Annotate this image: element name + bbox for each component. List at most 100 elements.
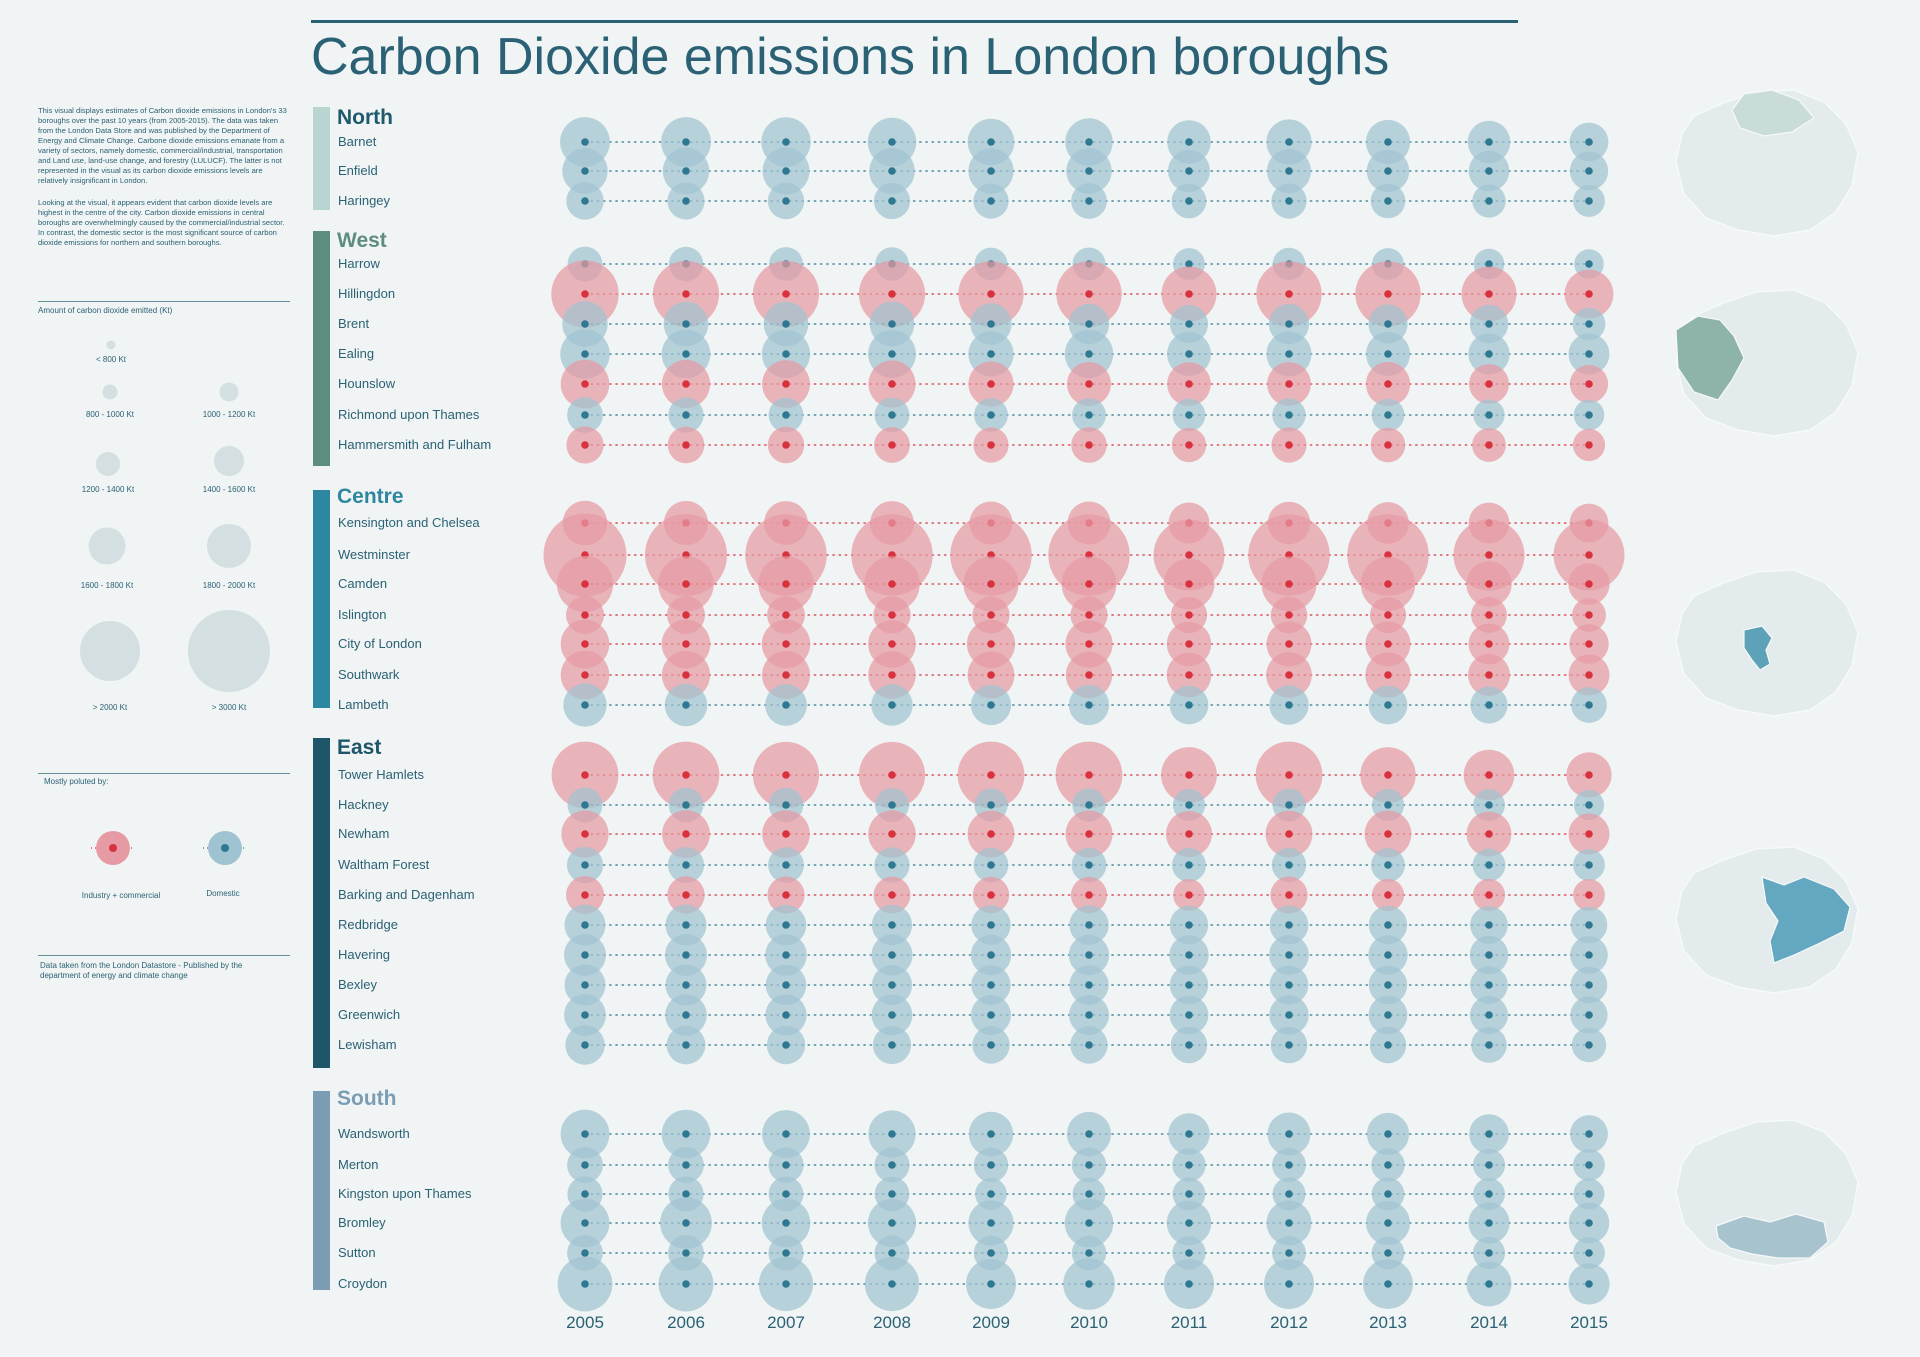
region-highlight-shape: [1761, 876, 1851, 964]
emission-dot: [682, 1161, 690, 1169]
emission-dot: [987, 1011, 995, 1019]
emission-dot: [1185, 138, 1193, 146]
emission-dot: [1485, 671, 1493, 679]
london-outline-shape: [1675, 89, 1859, 237]
borough-label: Newham: [338, 826, 390, 841]
emission-dot: [1285, 671, 1293, 679]
emission-dot: [1585, 380, 1593, 388]
emission-dot: [782, 640, 790, 648]
emission-dot: [1384, 771, 1392, 779]
emission-dot: [888, 701, 896, 709]
emission-dot: [581, 1249, 589, 1257]
emission-dot: [1485, 981, 1493, 989]
emission-dot: [987, 138, 995, 146]
emission-dot: [888, 580, 896, 588]
legend-dot: [221, 844, 229, 852]
emission-dot: [1185, 1190, 1193, 1198]
emission-dot: [1285, 290, 1293, 298]
emission-dot: [581, 441, 589, 449]
size-legend-label: 1800 - 2000 Kt: [203, 581, 256, 590]
emission-dot: [1585, 830, 1593, 838]
emission-dot: [1085, 951, 1093, 959]
emission-dot: [1185, 441, 1193, 449]
emission-dot: [682, 951, 690, 959]
emission-dot: [1384, 167, 1392, 175]
emission-dot: [1085, 290, 1093, 298]
emission-dot: [782, 671, 790, 679]
emission-dot: [1384, 1249, 1392, 1257]
size-legend-circle: [80, 621, 140, 681]
emission-dot: [1285, 611, 1293, 619]
emission-dot: [1485, 260, 1493, 268]
emission-dot: [1085, 921, 1093, 929]
emission-dot: [581, 1190, 589, 1198]
emission-dot: [888, 771, 896, 779]
emission-dot: [1185, 1011, 1193, 1019]
emission-dot: [1185, 551, 1193, 559]
emission-dot: [888, 441, 896, 449]
emission-dot: [782, 441, 790, 449]
emission-dot: [1485, 1161, 1493, 1169]
emission-dot: [1285, 861, 1293, 869]
divider: [38, 773, 290, 774]
size-legend-circle: [188, 610, 270, 692]
emission-dot: [1585, 1280, 1593, 1288]
emission-dot: [1085, 1280, 1093, 1288]
region-bar-centre: [313, 490, 330, 708]
legend: < 800 Kt 800 - 1000 Kt 1000 - 1200 Kt 1200 …: [80, 340, 270, 900]
emission-dot: [581, 1041, 589, 1049]
emission-dot: [1185, 1161, 1193, 1169]
emission-dot: [987, 1280, 995, 1288]
emission-dot: [1085, 1161, 1093, 1169]
emission-dot: [1585, 1041, 1593, 1049]
emission-dot: [1485, 861, 1493, 869]
emission-dot: [782, 830, 790, 838]
borough-label: Kensington and Chelsea: [338, 515, 480, 530]
emission-dot: [1485, 551, 1493, 559]
emission-dot: [782, 580, 790, 588]
emission-dot: [1485, 197, 1493, 205]
region-title-centre: Centre: [337, 485, 404, 508]
region-title-east: East: [337, 736, 382, 759]
emission-dot: [782, 1161, 790, 1169]
emission-dot: [1384, 891, 1392, 899]
intro-paragraph: This visual displays estimates of Carbon…: [38, 106, 287, 185]
emission-dot: [1085, 611, 1093, 619]
borough-label: Tower Hamlets: [338, 767, 424, 782]
year-tick-label: 2005: [566, 1313, 604, 1332]
emission-dot: [682, 830, 690, 838]
emission-dot: [782, 1011, 790, 1019]
emission-dot: [1285, 1041, 1293, 1049]
emission-dot: [782, 1041, 790, 1049]
borough-label: Wandsworth: [338, 1126, 410, 1141]
year-tick-label: 2009: [972, 1313, 1010, 1332]
emission-dot: [1585, 921, 1593, 929]
year-tick-label: 2015: [1570, 1313, 1608, 1332]
north-map-icon: [1675, 89, 1859, 237]
borough-label: Bromley: [338, 1215, 386, 1230]
emission-dot: [1585, 320, 1593, 328]
emission-dot: [1384, 640, 1392, 648]
emission-dot: [1185, 1249, 1193, 1257]
size-legend-label: 1600 - 1800 Kt: [81, 581, 134, 590]
borough-label: Hillingdon: [338, 286, 396, 301]
emission-dot: [1485, 1219, 1493, 1227]
emission-dot: [1285, 640, 1293, 648]
borough-label: Hounslow: [338, 376, 396, 391]
emission-dot: [581, 1161, 589, 1169]
emission-dot: [1085, 830, 1093, 838]
emission-dot: [1185, 801, 1193, 809]
emission-dot: [782, 891, 790, 899]
borough-label: Haringey: [338, 193, 391, 208]
emission-dot: [581, 1219, 589, 1227]
emission-dot: [1384, 350, 1392, 358]
emission-dot: [1085, 138, 1093, 146]
emission-dot: [987, 921, 995, 929]
emission-dot: [987, 771, 995, 779]
emission-dot: [1485, 951, 1493, 959]
emission-dot: [782, 138, 790, 146]
emission-dot: [1485, 1190, 1493, 1198]
emission-dot: [1585, 411, 1593, 419]
size-legend-label: < 800 Kt: [96, 355, 127, 364]
year-tick-label: 2011: [1171, 1313, 1208, 1332]
